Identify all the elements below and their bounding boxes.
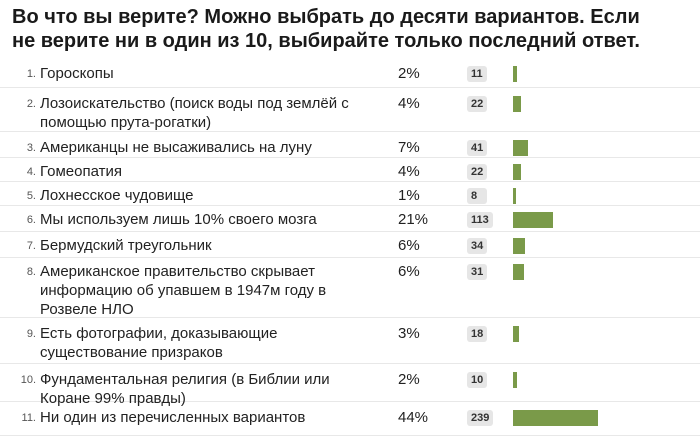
poll-option-row: 6. Мы используем лишь 10% своего мозга 21%… <box>0 206 700 232</box>
vote-bar <box>513 188 516 204</box>
option-percent: 2% <box>398 65 420 82</box>
vote-bar <box>513 96 521 112</box>
option-label: Есть фотографии, доказывающие существова… <box>40 325 278 361</box>
poll-option-row: 2. Лозоискательство (поиск воды под землё… <box>0 90 700 132</box>
option-number: 1. <box>26 68 36 80</box>
poll-option-row: 9. Есть фотографии, доказывающие существо… <box>0 320 700 364</box>
vote-bar <box>513 372 517 388</box>
option-label: Гороскопы <box>40 65 114 82</box>
poll-option-row: 1. Гороскопы 2% 11 <box>0 60 700 88</box>
poll-option-row: 5. Лохнесское чудовище 1% 8 <box>0 182 700 206</box>
vote-bar <box>513 410 598 426</box>
poll-question-title: Во что вы верите? Можно выбрать до десят… <box>12 6 640 52</box>
option-percent: 3% <box>398 325 420 342</box>
vote-count-badge: 18 <box>467 326 488 342</box>
vote-count-badge: 239 <box>467 410 494 426</box>
vote-count-badge: 10 <box>467 372 488 388</box>
vote-bar <box>513 264 524 280</box>
option-number: 9. <box>26 328 36 340</box>
option-number: 8. <box>26 266 36 278</box>
option-number: 3. <box>26 142 36 154</box>
poll-option-row: 7. Бермудский треугольник 6% 34 <box>0 232 700 258</box>
poll-option-row: 11. Ни один из перечисленных вариантов 44%… <box>0 404 700 436</box>
option-number: 2. <box>26 98 36 110</box>
option-percent: 4% <box>398 95 420 112</box>
option-number: 5. <box>26 190 36 202</box>
option-percent: 44% <box>398 409 429 426</box>
option-percent: 21% <box>398 211 429 228</box>
option-number: 11. <box>21 412 36 424</box>
option-label: Фундаментальная религия (в Библии или Ко… <box>40 371 330 407</box>
poll-option-row: 4. Гомеопатия 4% 22 <box>0 158 700 182</box>
option-label: Американское правительство скрывает инфо… <box>40 263 327 318</box>
option-number: 4. <box>26 166 36 178</box>
poll-option-row: 3. Американцы не высаживались на луну 7% 41 <box>0 134 700 158</box>
option-percent: 2% <box>398 371 420 388</box>
vote-bar <box>513 140 528 156</box>
option-label: Американцы не высаживались на луну <box>40 139 312 156</box>
option-percent: 1% <box>398 187 420 204</box>
option-percent: 6% <box>398 237 420 254</box>
option-label: Гомеопатия <box>40 163 122 180</box>
option-percent: 6% <box>398 263 420 280</box>
vote-bar <box>513 66 517 82</box>
vote-bar <box>513 212 553 228</box>
vote-bar <box>513 164 521 180</box>
option-label: Бермудский треугольник <box>40 237 212 254</box>
option-percent: 4% <box>398 163 420 180</box>
option-label: Ни один из перечисленных вариантов <box>40 409 306 426</box>
option-label: Лозоискательство (поиск воды под землёй … <box>40 95 349 131</box>
option-label: Лохнесское чудовище <box>40 187 194 204</box>
vote-count-badge: 41 <box>467 140 488 156</box>
vote-count-badge: 8 <box>467 188 487 204</box>
vote-bar <box>513 326 519 342</box>
vote-count-badge: 11 <box>467 66 487 82</box>
poll-option-row: 8. Американское правительство скрывает ин… <box>0 258 700 318</box>
option-number: 10. <box>20 374 36 386</box>
vote-count-badge: 22 <box>467 164 488 180</box>
vote-count-badge: 22 <box>467 96 488 112</box>
option-label: Мы используем лишь 10% своего мозга <box>40 211 317 228</box>
vote-bar <box>513 238 525 254</box>
option-percent: 7% <box>398 139 420 156</box>
vote-count-badge: 34 <box>467 238 488 254</box>
vote-count-badge: 31 <box>467 264 488 280</box>
vote-count-badge: 113 <box>467 212 493 228</box>
option-number: 7. <box>26 240 36 252</box>
option-number: 6. <box>26 214 36 226</box>
poll-option-row: 10. Фундаментальная религия (в Библии или… <box>0 366 700 407</box>
